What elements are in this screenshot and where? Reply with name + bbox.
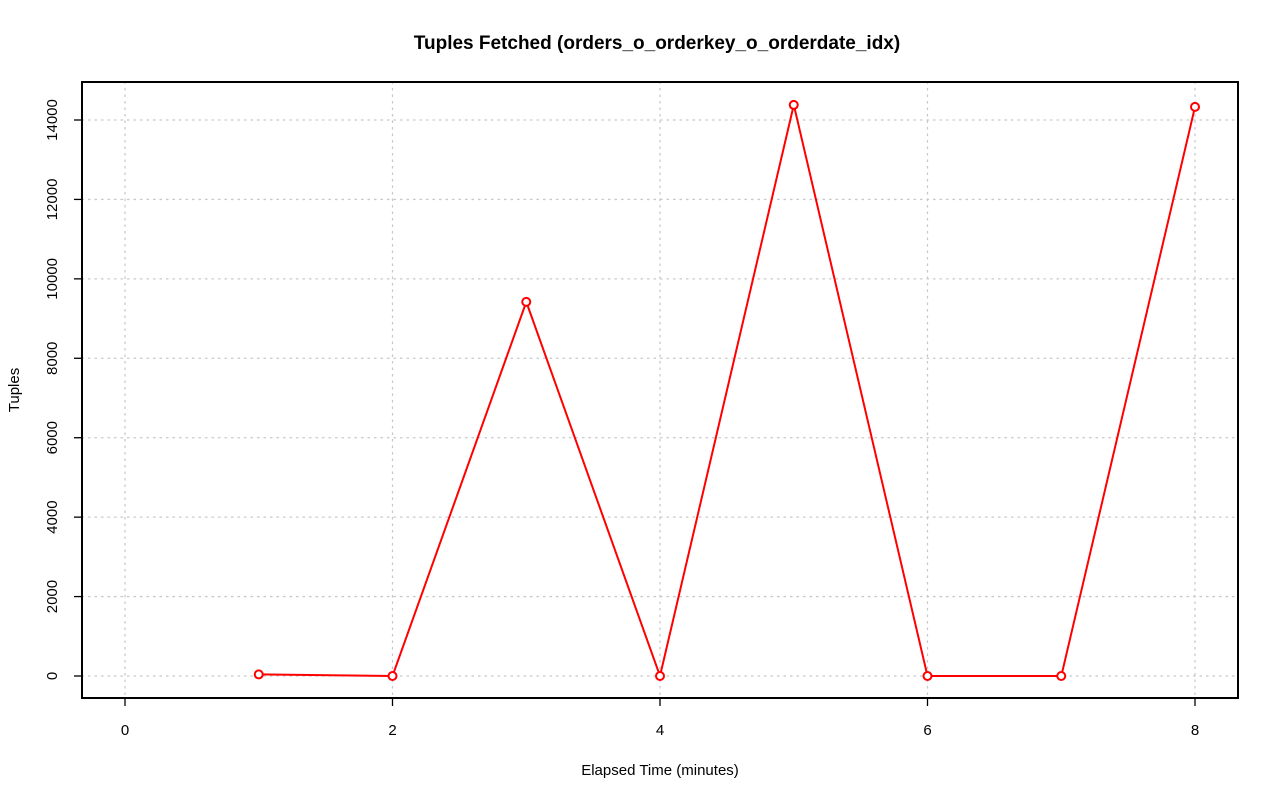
x-tick-label-1: 2 xyxy=(388,722,396,739)
data-point-0-0 xyxy=(253,669,264,680)
chart-title: Tuples Fetched (orders_o_orderkey_o_orde… xyxy=(414,33,900,54)
data-point-0-2 xyxy=(521,296,532,307)
y-tick-label-7: 14000 xyxy=(44,99,61,141)
data-point-0-6 xyxy=(1056,671,1067,681)
y-axis-label: Tuples xyxy=(6,368,23,412)
y-tick-label-4: 8000 xyxy=(44,342,61,375)
y-axis: 0 2000 4000 6000 8000 10000 12000 14000 xyxy=(44,99,82,680)
x-tick-label-2: 4 xyxy=(656,722,664,739)
series-line-0 xyxy=(258,104,1196,680)
y-tick-label-2: 4000 xyxy=(44,500,61,533)
series-group xyxy=(253,99,1200,681)
data-point-0-3 xyxy=(655,671,665,681)
y-tick-label-3: 6000 xyxy=(44,421,61,454)
y-tick-label-1: 2000 xyxy=(44,580,61,613)
x-tick-label-0: 0 xyxy=(121,722,129,739)
x-axis: 0 2 4 6 8 xyxy=(121,698,1199,739)
y-tick-label-5: 10000 xyxy=(44,258,61,300)
x-tick-label-4: 8 xyxy=(1191,722,1199,739)
y-tick-label-0: 0 xyxy=(44,672,61,680)
data-point-0-4 xyxy=(788,99,799,110)
data-point-0-7 xyxy=(1190,101,1200,112)
x-axis-label: Elapsed Time (minutes) xyxy=(581,762,739,779)
data-point-0-5 xyxy=(922,671,933,681)
data-point-0-1 xyxy=(387,671,398,681)
grid xyxy=(81,81,1239,699)
y-tick-label-6: 12000 xyxy=(44,179,61,221)
x-tick-label-3: 6 xyxy=(923,722,931,739)
